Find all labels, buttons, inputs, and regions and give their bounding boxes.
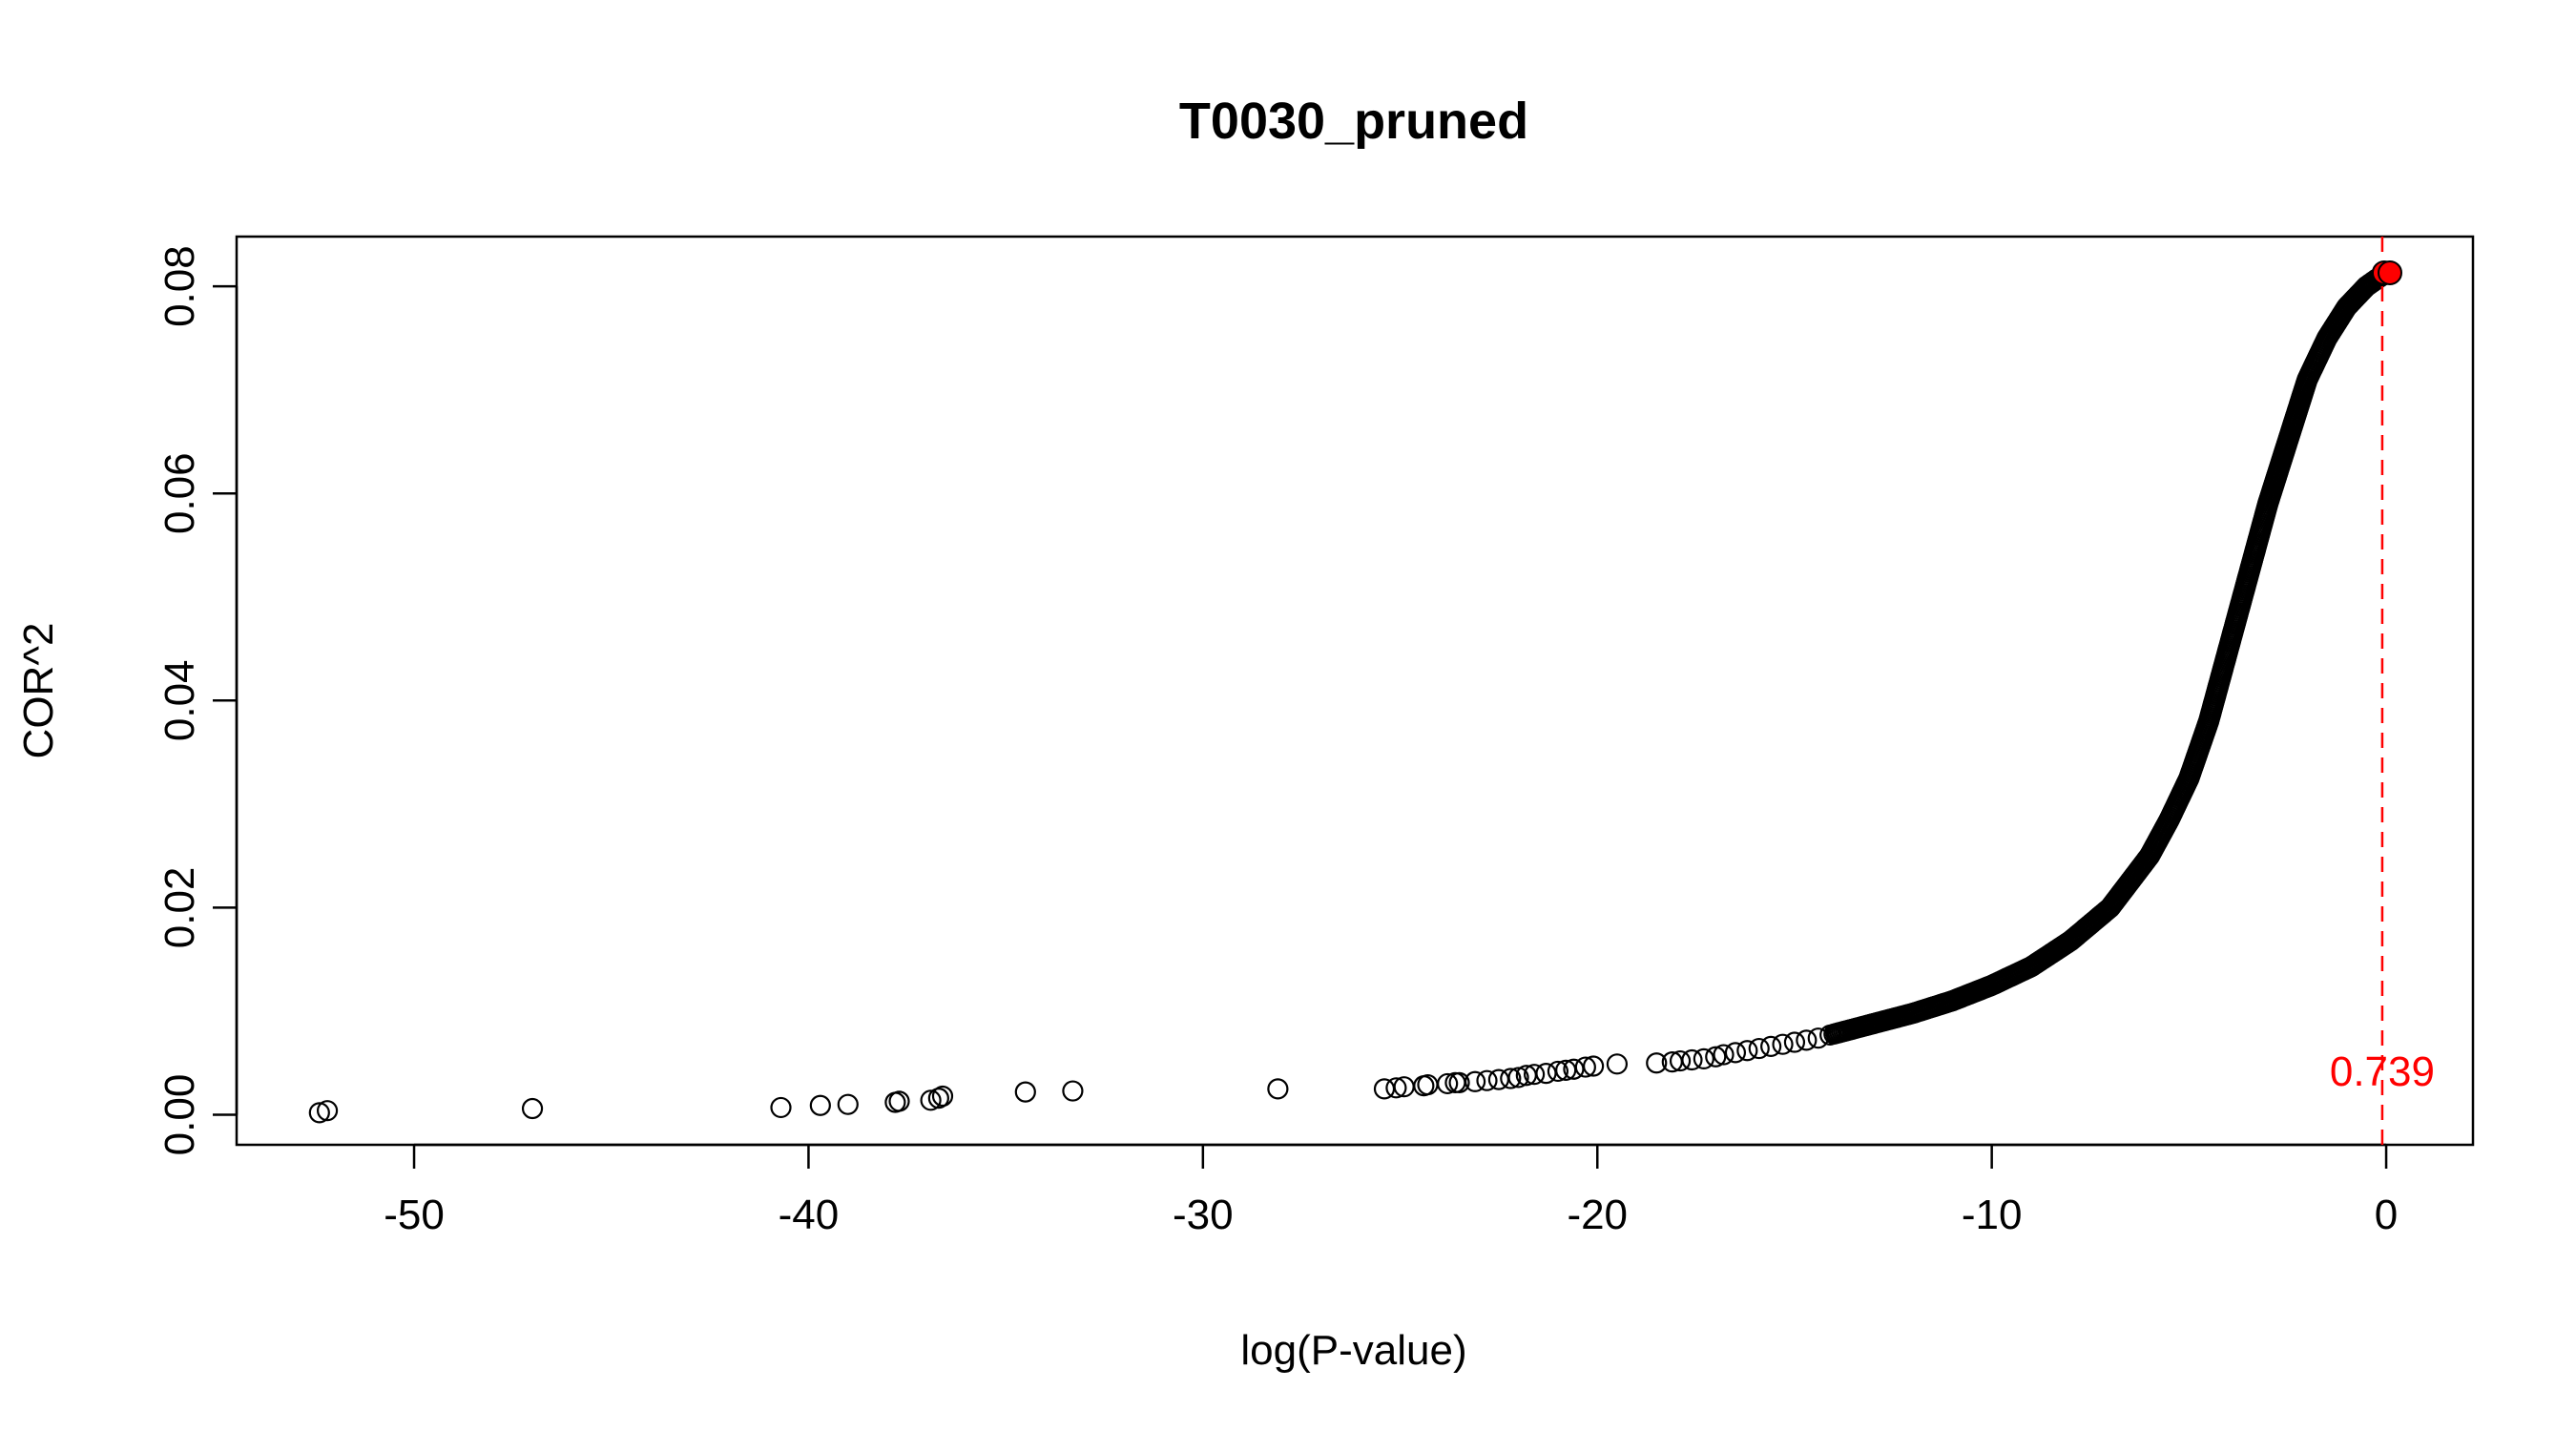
y-tick-label: 0.06 bbox=[156, 452, 203, 534]
x-axis-label: log(P-value) bbox=[1240, 1327, 1466, 1374]
data-point bbox=[1464, 1070, 1486, 1092]
data-point bbox=[1547, 1060, 1569, 1083]
data-point bbox=[316, 1100, 339, 1122]
y-axis-label: COR^2 bbox=[15, 623, 62, 759]
data-point bbox=[1783, 1031, 1806, 1053]
y-tick-label: 0.08 bbox=[156, 245, 203, 327]
data-point bbox=[1713, 1044, 1735, 1066]
data-point bbox=[1646, 1052, 1668, 1074]
chart-title: T0030_pruned bbox=[1179, 93, 1528, 150]
x-tick-label: -10 bbox=[1962, 1192, 2023, 1238]
data-point bbox=[521, 1097, 544, 1120]
data-point bbox=[1693, 1047, 1714, 1070]
data-point bbox=[1437, 1072, 1459, 1095]
x-tick-label: -30 bbox=[1173, 1192, 1234, 1238]
data-point bbox=[1760, 1035, 1782, 1057]
data-point bbox=[1448, 1071, 1470, 1093]
data-point bbox=[1476, 1069, 1498, 1091]
data-point bbox=[1606, 1053, 1629, 1075]
best-point bbox=[2377, 259, 2402, 285]
data-point bbox=[1523, 1064, 1546, 1086]
data-point bbox=[308, 1102, 330, 1124]
data-point bbox=[1669, 1049, 1692, 1072]
data-point bbox=[927, 1088, 949, 1110]
data-point bbox=[888, 1090, 910, 1112]
y-tick-label: 0.04 bbox=[156, 659, 203, 741]
threshold-annotation: 0.739 bbox=[2330, 1048, 2435, 1095]
data-point bbox=[1724, 1042, 1747, 1064]
x-tick-label: -50 bbox=[384, 1192, 445, 1238]
data-point bbox=[770, 1096, 792, 1119]
data-point bbox=[1563, 1058, 1585, 1080]
x-tick-label: 0 bbox=[2375, 1192, 2398, 1238]
x-tick-label: -20 bbox=[1567, 1192, 1628, 1238]
data-point bbox=[1574, 1056, 1596, 1078]
data-point bbox=[1507, 1067, 1529, 1089]
data-point bbox=[1748, 1037, 1770, 1060]
data-point bbox=[1500, 1068, 1522, 1089]
y-tick-label: 0.00 bbox=[156, 1074, 203, 1156]
data-points bbox=[308, 261, 2398, 1124]
data-point bbox=[1705, 1046, 1727, 1068]
threshold-overlay: 0.739 bbox=[2330, 237, 2435, 1145]
data-point bbox=[1772, 1033, 1794, 1055]
data-point bbox=[809, 1094, 831, 1116]
plot-area bbox=[235, 235, 2475, 1147]
data-point bbox=[1555, 1059, 1577, 1081]
data-point bbox=[1796, 1029, 1818, 1051]
data-point bbox=[931, 1085, 954, 1108]
y-tick-label: 0.02 bbox=[156, 867, 203, 949]
data-point bbox=[1062, 1080, 1084, 1102]
data-point bbox=[1385, 1077, 1407, 1099]
x-tick-label: -40 bbox=[779, 1192, 840, 1238]
data-point bbox=[1014, 1081, 1036, 1103]
data-point bbox=[920, 1089, 942, 1111]
data-point bbox=[1681, 1048, 1703, 1071]
data-point bbox=[1267, 1078, 1289, 1100]
data-point bbox=[837, 1093, 859, 1115]
data-point bbox=[1583, 1055, 1605, 1077]
data-point bbox=[1736, 1040, 1758, 1062]
data-point bbox=[1535, 1062, 1557, 1085]
y-axis: 0.00 0.02 0.04 0.06 0.08 bbox=[156, 245, 239, 1156]
x-axis: -50 -40 -30 -20 -10 0 bbox=[384, 1143, 2398, 1238]
